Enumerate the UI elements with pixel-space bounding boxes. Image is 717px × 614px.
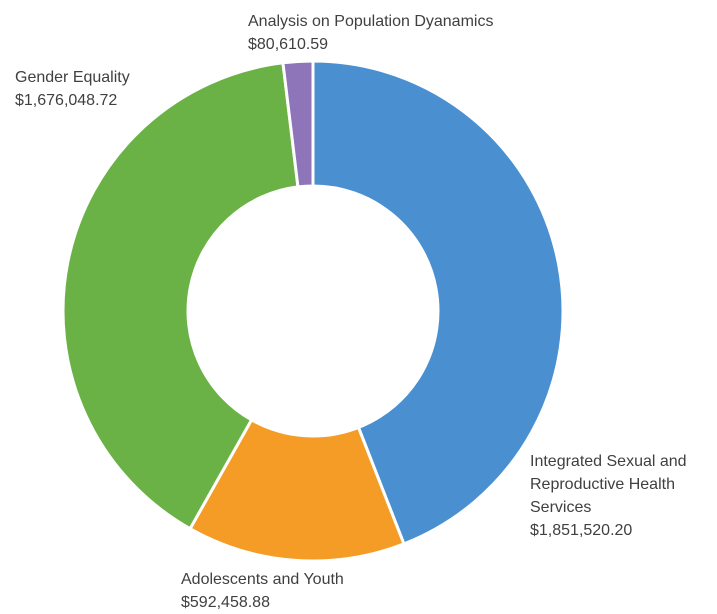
slice-name-line: Integrated Sexual and (530, 450, 687, 473)
slice-label-adolescents-youth: Adolescents and Youth $592,458.88 (181, 568, 344, 614)
slice-label-integrated-srh: Integrated Sexual and Reproductive Healt… (530, 450, 687, 542)
slice-value: $80,610.59 (248, 33, 493, 56)
slice-name-line: Adolescents and Youth (181, 568, 344, 591)
slice-label-gender-equality: Gender Equality $1,676,048.72 (15, 66, 130, 112)
slice-label-population-dynamics: Analysis on Population Dyanamics $80,610… (248, 10, 493, 56)
slice-value: $592,458.88 (181, 591, 344, 614)
slice-name-line: Gender Equality (15, 66, 130, 89)
slice-value: $1,676,048.72 (15, 89, 130, 112)
slice-name-line: Reproductive Health (530, 473, 687, 496)
slice-value: $1,851,520.20 (530, 519, 687, 542)
slice-name-line: Services (530, 496, 687, 519)
slice-name-line: Analysis on Population Dyanamics (248, 10, 493, 33)
